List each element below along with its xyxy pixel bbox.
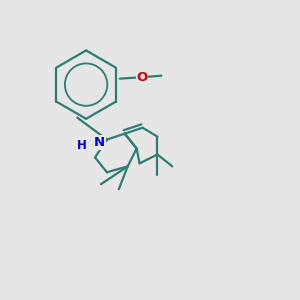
Text: N: N (94, 136, 105, 149)
Text: H: H (77, 139, 87, 152)
Text: O: O (136, 71, 148, 84)
